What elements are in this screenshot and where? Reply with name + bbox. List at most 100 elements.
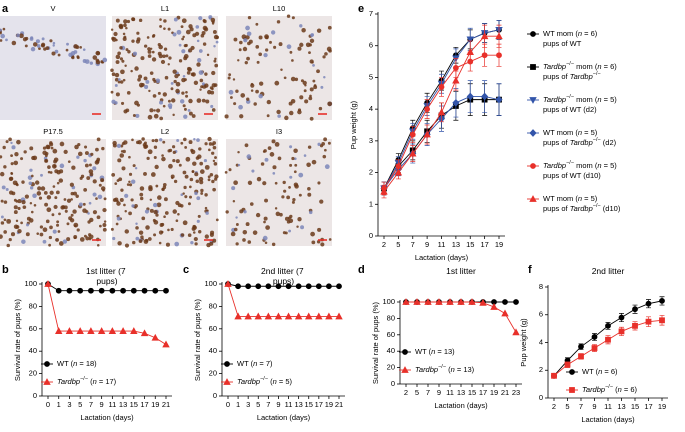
nucleus bbox=[154, 138, 159, 143]
nucleus bbox=[182, 74, 186, 78]
marker bbox=[162, 340, 170, 348]
nucleus bbox=[197, 58, 202, 63]
y-axis-label: Survival rate of pups (%) bbox=[13, 298, 22, 381]
nucleus bbox=[143, 239, 149, 244]
nucleus bbox=[294, 77, 299, 82]
nucleus bbox=[182, 192, 185, 195]
x-tick-label: 2 bbox=[404, 388, 408, 397]
nucleus bbox=[233, 180, 238, 186]
nucleus bbox=[182, 104, 186, 108]
nucleus bbox=[198, 70, 204, 75]
image-label: I3 bbox=[276, 127, 282, 136]
legend-marker bbox=[529, 97, 537, 104]
nucleus bbox=[2, 27, 6, 31]
nucleus bbox=[30, 46, 36, 52]
nucleus bbox=[125, 108, 130, 113]
nucleus bbox=[162, 140, 166, 144]
y-axis-label: Pup weight (g) bbox=[519, 318, 528, 367]
nucleus bbox=[204, 83, 209, 88]
nucleus bbox=[161, 154, 164, 157]
marker bbox=[224, 280, 232, 287]
x-axis-label: Lactation (days) bbox=[581, 415, 635, 424]
nucleus bbox=[274, 142, 280, 147]
nucleus bbox=[312, 79, 316, 83]
nucleus bbox=[288, 101, 293, 106]
nucleus bbox=[198, 230, 202, 234]
nucleus bbox=[258, 52, 263, 57]
nucleus bbox=[145, 225, 150, 230]
nucleus bbox=[309, 94, 312, 98]
legend-label: WT mom (n = 5) pups of Tardbp−/− (d10) bbox=[543, 194, 621, 213]
x-tick-label: 0 bbox=[46, 400, 50, 409]
nucleus bbox=[128, 211, 132, 216]
nucleus bbox=[230, 96, 233, 99]
x-tick-label: 19 bbox=[658, 402, 666, 411]
nucleus bbox=[303, 89, 307, 93]
nucleus bbox=[117, 78, 121, 81]
marker bbox=[264, 312, 273, 320]
marker bbox=[119, 327, 127, 334]
nucleus bbox=[304, 84, 307, 87]
nucleus bbox=[160, 59, 166, 65]
nucleus bbox=[188, 48, 193, 53]
nucleus bbox=[180, 233, 185, 237]
micrograph bbox=[0, 137, 107, 248]
nucleus bbox=[239, 40, 243, 45]
nucleus bbox=[117, 51, 121, 56]
nucleus bbox=[171, 176, 174, 180]
nucleus bbox=[154, 164, 159, 170]
nucleus bbox=[215, 218, 219, 222]
nucleus bbox=[211, 108, 216, 112]
marker bbox=[659, 297, 665, 304]
nucleus bbox=[161, 156, 166, 162]
nucleus bbox=[161, 230, 164, 234]
nucleus bbox=[242, 238, 246, 242]
nucleus bbox=[97, 194, 103, 200]
nucleus bbox=[298, 172, 304, 178]
nucleus bbox=[316, 240, 321, 244]
marker bbox=[466, 36, 474, 44]
nucleus bbox=[214, 63, 219, 68]
marker bbox=[591, 334, 598, 340]
nucleus bbox=[151, 50, 155, 54]
nucleus bbox=[87, 212, 90, 215]
nucleus bbox=[178, 59, 183, 63]
nucleus bbox=[57, 53, 61, 57]
nucleus bbox=[147, 49, 152, 54]
nucleus bbox=[0, 221, 5, 225]
nucleus bbox=[184, 43, 188, 48]
nucleus bbox=[76, 228, 80, 232]
marker bbox=[578, 343, 584, 350]
nucleus bbox=[187, 202, 191, 206]
nucleus bbox=[17, 199, 22, 204]
nucleus bbox=[183, 114, 188, 119]
nucleus bbox=[231, 186, 236, 191]
nucleus bbox=[139, 186, 145, 191]
nucleus bbox=[123, 140, 128, 145]
x-tick-label: 7 bbox=[426, 388, 430, 397]
nucleus bbox=[167, 149, 171, 153]
nucleus bbox=[162, 92, 168, 97]
nucleus bbox=[53, 164, 57, 168]
legend-marker bbox=[529, 129, 537, 137]
nucleus bbox=[110, 90, 114, 94]
nucleus bbox=[65, 48, 69, 52]
marker bbox=[409, 131, 416, 138]
nucleus bbox=[147, 114, 153, 120]
y-tick-label: 2 bbox=[539, 365, 543, 374]
nucleus bbox=[116, 216, 121, 221]
nucleus bbox=[135, 39, 141, 44]
y-tick-label: 20 bbox=[29, 369, 37, 378]
nucleus bbox=[52, 148, 58, 154]
nucleus bbox=[286, 14, 291, 18]
nucleus bbox=[195, 25, 200, 29]
x-tick-label: 11 bbox=[604, 402, 612, 411]
nucleus bbox=[159, 100, 163, 105]
chart-title: 2nd litter (7 pups) bbox=[261, 266, 306, 286]
y-axis-label: Survival rate of pups (%) bbox=[193, 298, 202, 381]
nucleus bbox=[11, 145, 16, 150]
nucleus bbox=[138, 74, 143, 79]
marker bbox=[77, 287, 84, 294]
nucleus bbox=[258, 81, 264, 86]
nucleus bbox=[153, 209, 158, 215]
